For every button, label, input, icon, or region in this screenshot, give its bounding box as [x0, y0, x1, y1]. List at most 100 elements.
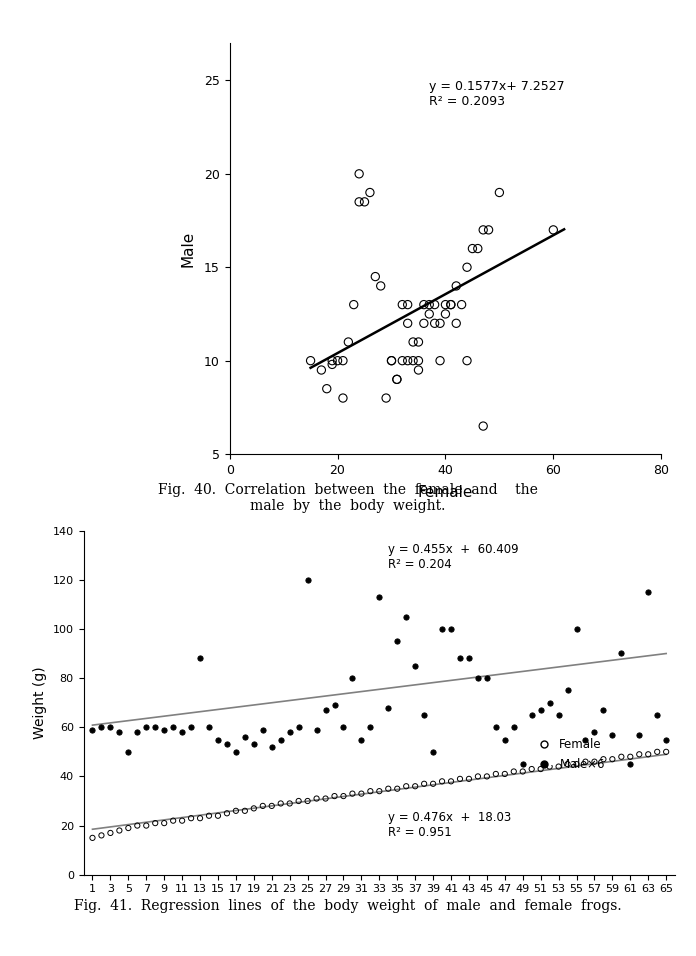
Point — [374, 784, 385, 799]
Point — [499, 767, 510, 782]
Point — [451, 315, 462, 331]
Point — [418, 315, 429, 331]
Point — [562, 683, 573, 698]
Point — [508, 720, 519, 735]
Point — [293, 720, 304, 735]
Point — [212, 732, 223, 748]
Point — [402, 315, 413, 331]
Point — [482, 670, 493, 685]
Point — [248, 801, 260, 816]
Point — [535, 761, 546, 776]
Point — [370, 269, 381, 284]
Point — [365, 784, 376, 799]
Point — [483, 222, 494, 237]
Point — [356, 786, 367, 801]
Point — [391, 372, 402, 387]
Point — [230, 744, 242, 759]
Point — [186, 811, 197, 826]
Point — [114, 823, 125, 838]
Point — [598, 703, 609, 718]
Point — [316, 362, 327, 378]
Text: Fig.  41.  Regression  lines  of  the  body  weight  of  male  and  female  frog: Fig. 41. Regression lines of the body we… — [74, 899, 622, 913]
Point — [141, 818, 152, 834]
Point — [177, 813, 188, 828]
Point — [168, 813, 179, 828]
Point — [359, 194, 370, 209]
Point — [186, 720, 197, 735]
Point — [408, 335, 419, 350]
Point — [397, 297, 408, 313]
Point — [221, 737, 232, 752]
Point — [284, 725, 295, 740]
Point — [258, 722, 269, 737]
Point — [87, 830, 98, 845]
Point — [320, 791, 331, 806]
Point — [616, 750, 627, 765]
Point — [168, 720, 179, 735]
Point — [239, 729, 251, 745]
Point — [381, 390, 392, 405]
Point — [338, 390, 349, 405]
Legend: Female, Male$\times$6: Female, Male$\times$6 — [527, 733, 610, 775]
Point — [451, 278, 462, 293]
Point — [616, 646, 627, 662]
Point — [302, 793, 313, 809]
Point — [607, 727, 618, 742]
Text: Fig.  40.  Correlation  between  the  female  and    the
male  by  the  body  we: Fig. 40. Correlation between the female … — [158, 483, 538, 513]
Point — [383, 781, 394, 796]
Point — [248, 737, 260, 752]
Point — [434, 353, 445, 368]
Y-axis label: Weight (g): Weight (g) — [33, 666, 47, 739]
Point — [96, 720, 107, 735]
Point — [589, 725, 600, 740]
Point — [440, 306, 451, 321]
Point — [410, 778, 421, 793]
Point — [354, 194, 365, 209]
Point — [526, 707, 537, 723]
Point — [473, 769, 484, 784]
Point — [397, 353, 408, 368]
Point — [347, 670, 358, 685]
Point — [477, 222, 489, 237]
Point — [464, 771, 475, 787]
Point — [338, 789, 349, 804]
Point — [410, 658, 421, 673]
Point — [494, 185, 505, 200]
Point — [642, 584, 654, 599]
Point — [375, 278, 386, 293]
Point — [413, 362, 424, 378]
Point — [544, 759, 555, 774]
Point — [332, 353, 343, 368]
Point — [329, 789, 340, 804]
Point — [338, 720, 349, 735]
Point — [159, 815, 170, 831]
Point — [548, 222, 559, 237]
Point — [386, 353, 397, 368]
Point — [461, 260, 473, 275]
Point — [159, 722, 170, 737]
Point — [391, 372, 402, 387]
Point — [625, 756, 636, 771]
Point — [302, 572, 313, 587]
Point — [114, 725, 125, 740]
Point — [194, 651, 205, 666]
Point — [402, 297, 413, 313]
Point — [464, 651, 475, 666]
Point — [445, 297, 457, 313]
Point — [633, 727, 644, 742]
Point — [221, 806, 232, 821]
Point — [320, 703, 331, 718]
Text: y = 0.1577x+ 7.2527
R² = 0.2093: y = 0.1577x+ 7.2527 R² = 0.2093 — [429, 80, 565, 108]
Point — [517, 756, 528, 771]
Point — [132, 725, 143, 740]
Point — [526, 761, 537, 776]
Point — [589, 754, 600, 770]
Point — [436, 621, 448, 637]
Point — [625, 750, 636, 765]
Point — [348, 297, 359, 313]
Point — [571, 621, 582, 637]
Point — [408, 353, 419, 368]
Point — [122, 820, 134, 836]
Point — [456, 297, 467, 313]
Point — [544, 695, 555, 710]
